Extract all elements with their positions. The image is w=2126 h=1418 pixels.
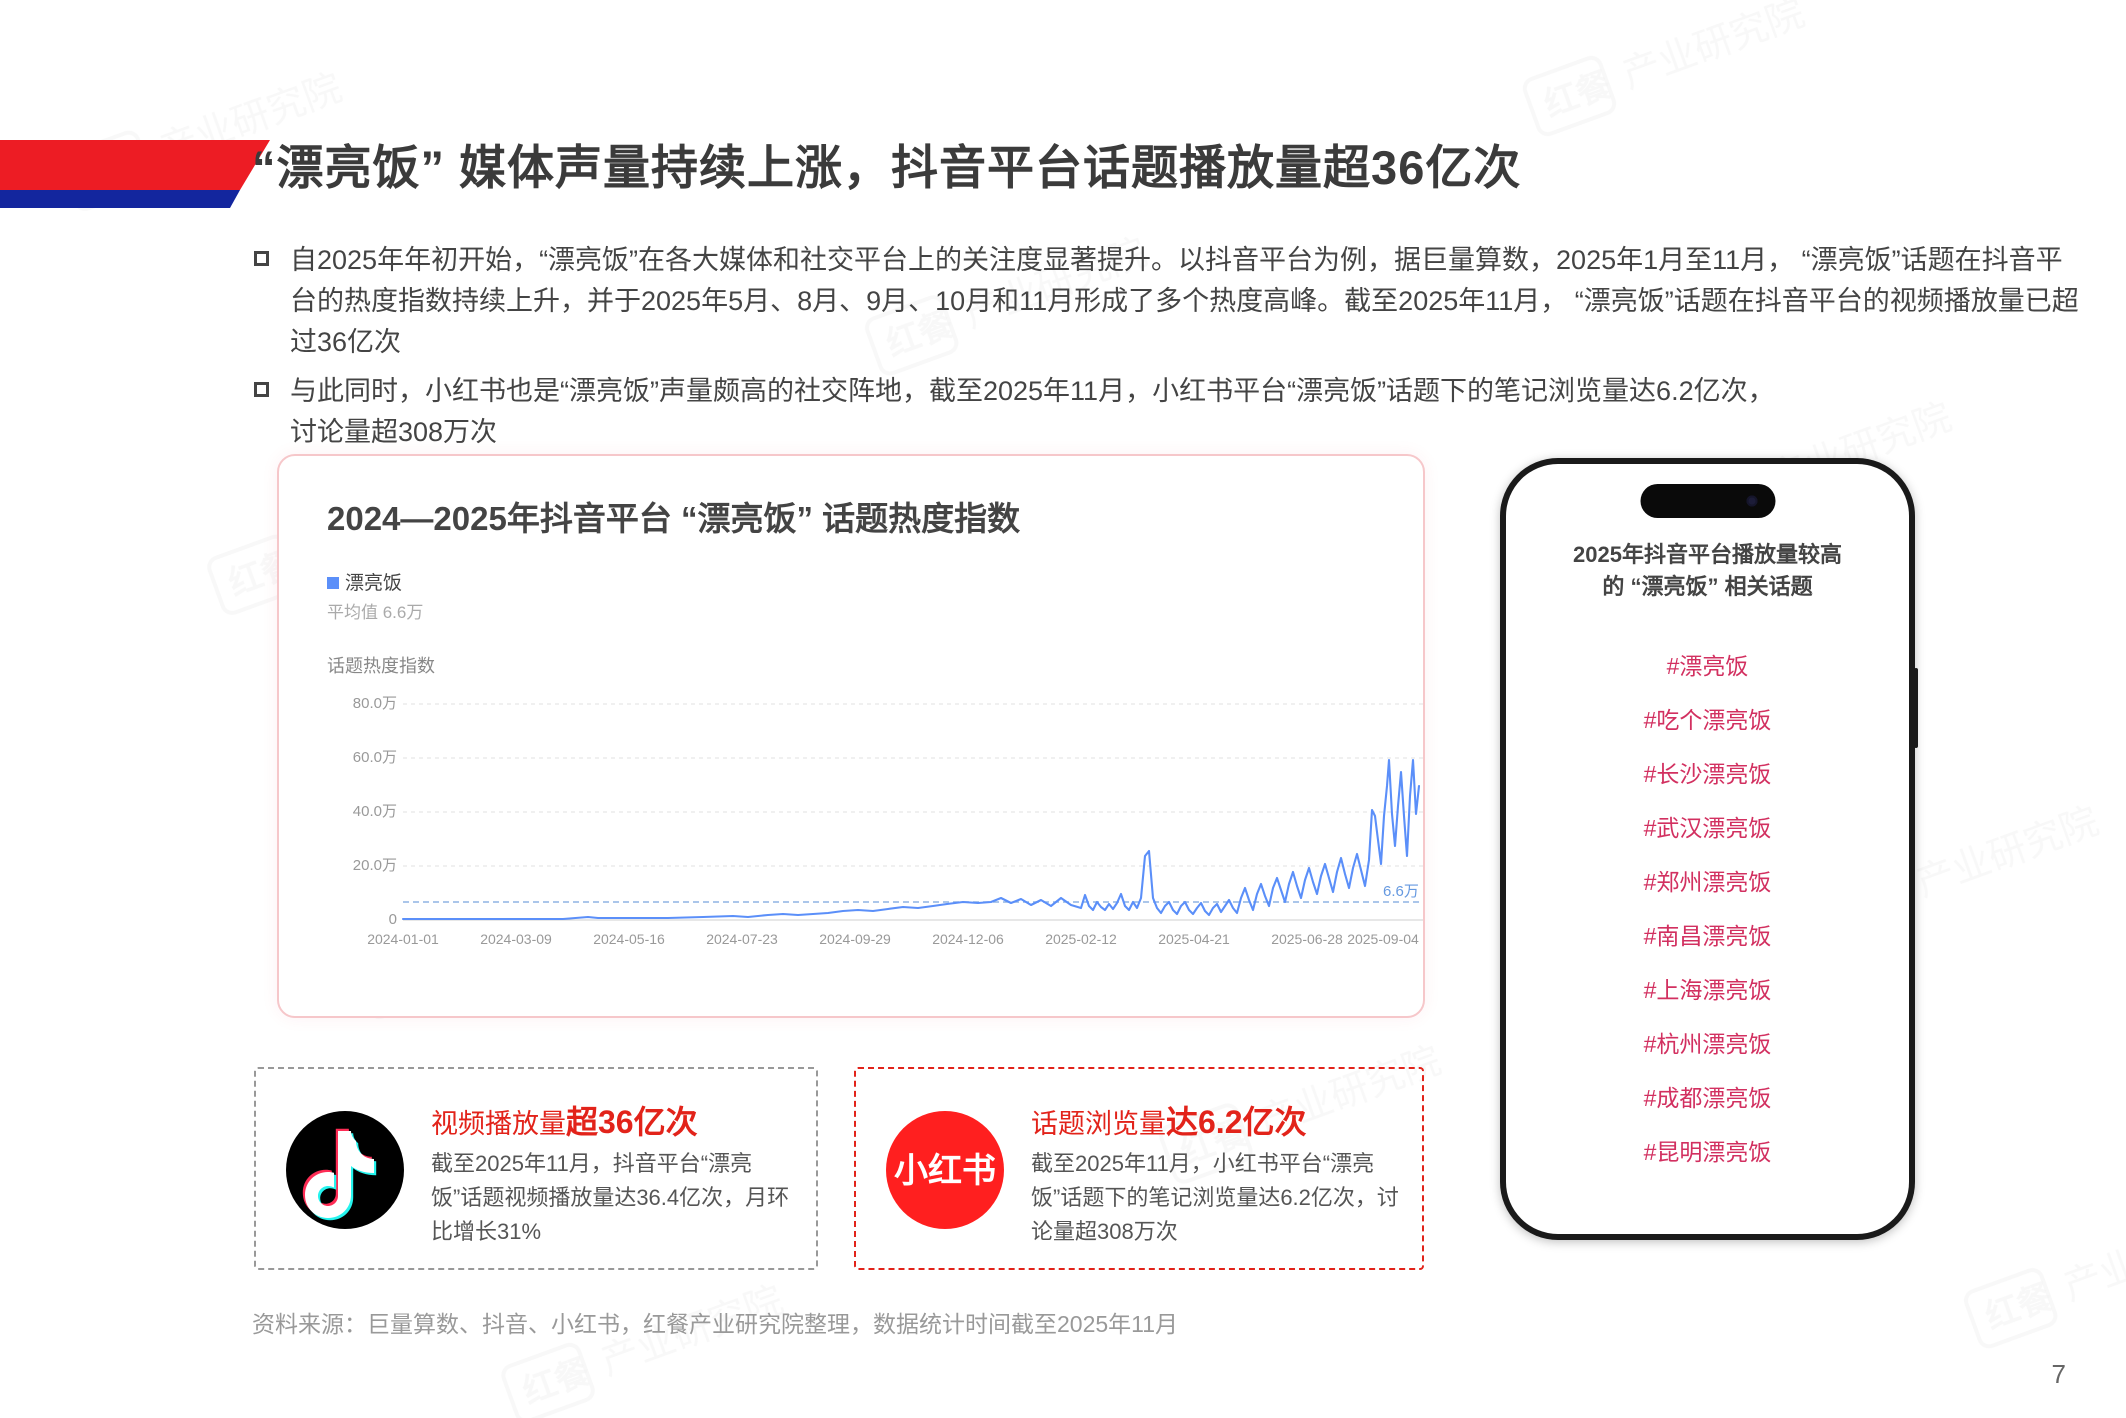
- svg-text:2025-09-04: 2025-09-04: [1347, 931, 1419, 947]
- svg-text:2025-04-21: 2025-04-21: [1158, 931, 1230, 947]
- svg-text:2024-09-29: 2024-09-29: [819, 931, 891, 947]
- svg-text:2025-06-28: 2025-06-28: [1271, 931, 1343, 947]
- svg-text:6.6万: 6.6万: [1383, 883, 1419, 900]
- svg-text:40.0万: 40.0万: [353, 803, 397, 820]
- svg-text:80.0万: 80.0万: [353, 695, 397, 712]
- svg-text:2024-01-01: 2024-01-01: [367, 931, 439, 947]
- svg-text:2024-12-06: 2024-12-06: [932, 931, 1004, 947]
- svg-text:小红书: 小红书: [894, 1152, 996, 1190]
- svg-text:2024-03-09: 2024-03-09: [480, 931, 552, 947]
- svg-text:2024-07-23: 2024-07-23: [706, 931, 778, 947]
- svg-text:20.0万: 20.0万: [353, 857, 397, 874]
- svg-text:0: 0: [389, 911, 397, 928]
- svg-text:60.0万: 60.0万: [353, 749, 397, 766]
- svg-text:2024-05-16: 2024-05-16: [593, 931, 665, 947]
- svg-text:2025-02-12: 2025-02-12: [1045, 931, 1117, 947]
